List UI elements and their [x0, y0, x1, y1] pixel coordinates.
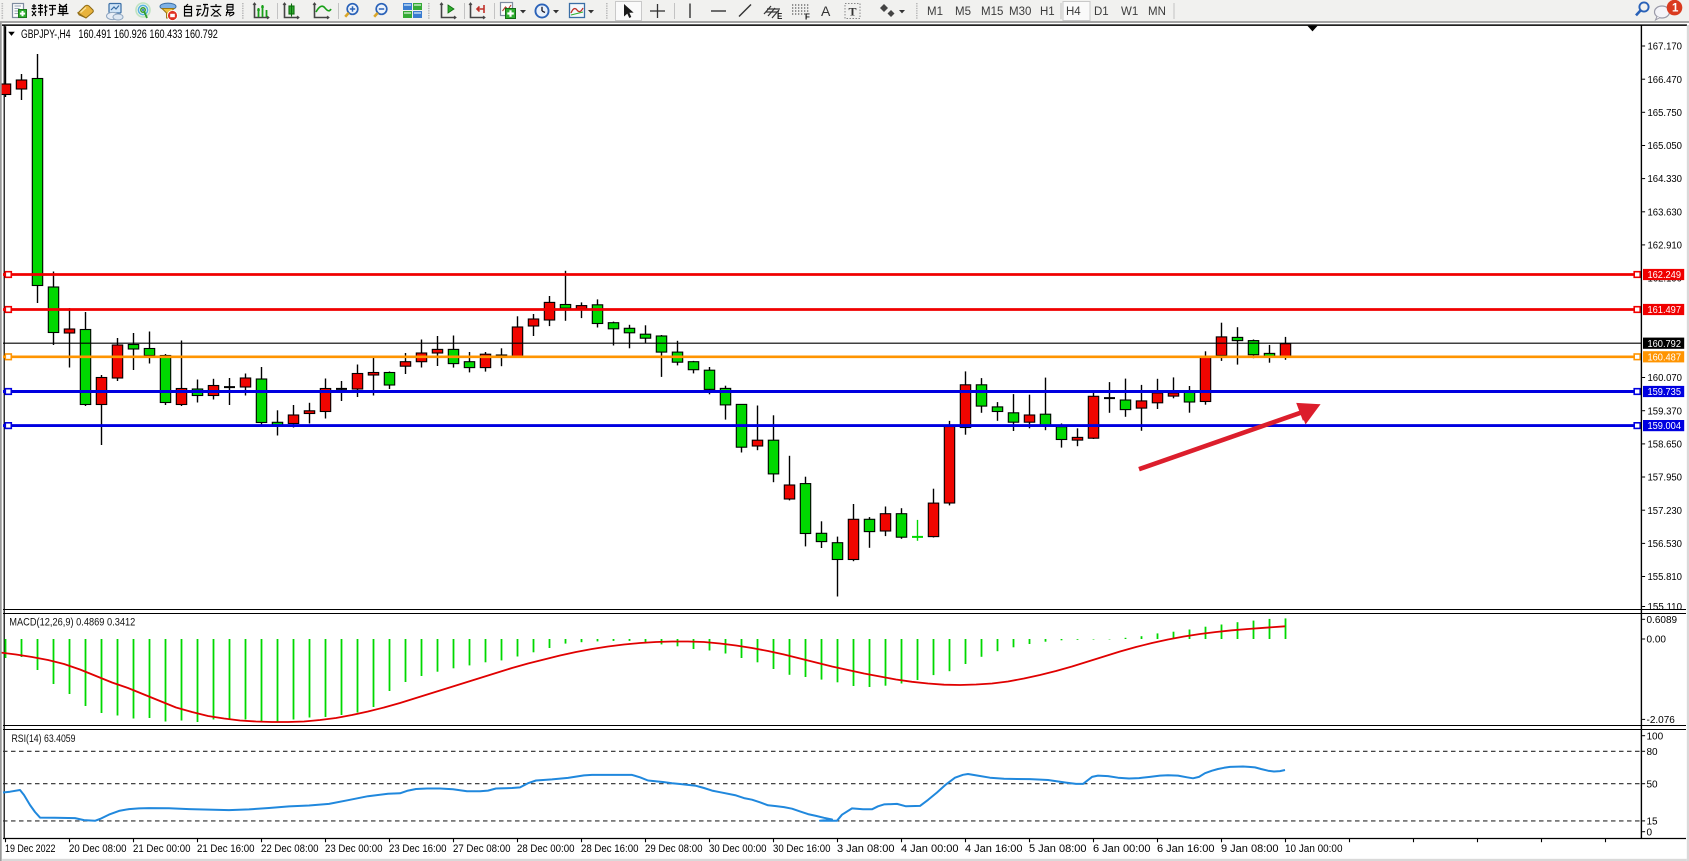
svg-text:28 Dec 16:00: 28 Dec 16:00 — [581, 843, 639, 855]
svg-text:159.735: 159.735 — [1648, 387, 1682, 398]
svg-text:162.910: 162.910 — [1648, 241, 1683, 252]
svg-text:159.004: 159.004 — [1648, 421, 1682, 432]
svg-text:0: 0 — [1647, 827, 1653, 838]
svg-text:21 Dec 00:00: 21 Dec 00:00 — [133, 843, 191, 855]
svg-text:162.249: 162.249 — [1648, 270, 1682, 281]
svg-text:22 Dec 08:00: 22 Dec 08:00 — [261, 843, 319, 855]
svg-text:166.470: 166.470 — [1648, 75, 1683, 86]
svg-text:3 Jan 08:00: 3 Jan 08:00 — [837, 843, 895, 855]
svg-text:4 Jan 00:00: 4 Jan 00:00 — [901, 843, 959, 855]
svg-text:D1: D1 — [1094, 6, 1109, 18]
svg-text:163.630: 163.630 — [1648, 207, 1683, 218]
svg-text:4 Jan 16:00: 4 Jan 16:00 — [965, 843, 1023, 855]
svg-text:158.650: 158.650 — [1648, 440, 1683, 451]
svg-text:9 Jan 08:00: 9 Jan 08:00 — [1221, 843, 1279, 855]
svg-text:160.487: 160.487 — [1648, 352, 1682, 363]
svg-text:157.230: 157.230 — [1648, 506, 1683, 517]
svg-text:23 Dec 16:00: 23 Dec 16:00 — [389, 843, 447, 855]
svg-text:50: 50 — [1647, 779, 1659, 790]
svg-text:30 Dec 16:00: 30 Dec 16:00 — [773, 843, 831, 855]
svg-text:0.6089: 0.6089 — [1647, 615, 1678, 626]
svg-text:23 Dec 00:00: 23 Dec 00:00 — [325, 843, 383, 855]
svg-text:160.491 160.926 160.433 160.79: 160.491 160.926 160.433 160.792 — [78, 29, 218, 41]
svg-text:155.810: 155.810 — [1648, 572, 1683, 583]
svg-text:H4: H4 — [1066, 6, 1081, 18]
svg-text:0.00: 0.00 — [1647, 635, 1667, 646]
svg-text:E: E — [777, 12, 783, 21]
svg-text:GBPJPY-,H4: GBPJPY-,H4 — [21, 29, 71, 41]
svg-text:21 Dec 16:00: 21 Dec 16:00 — [197, 843, 255, 855]
svg-text:155.110: 155.110 — [1648, 602, 1683, 613]
svg-text:1: 1 — [1672, 3, 1679, 15]
svg-text:19 Dec 2022: 19 Dec 2022 — [5, 843, 56, 855]
svg-text:M30: M30 — [1009, 6, 1031, 18]
svg-text:RSI(14) 63.4059: RSI(14) 63.4059 — [12, 733, 76, 745]
svg-text:M5: M5 — [955, 6, 971, 18]
svg-text:MACD(12,26,9) 0.4869 0.3412: MACD(12,26,9) 0.4869 0.3412 — [9, 617, 135, 629]
svg-text:167.170: 167.170 — [1648, 42, 1683, 53]
svg-text:156.530: 156.530 — [1648, 539, 1683, 550]
svg-text:W1: W1 — [1121, 6, 1138, 18]
svg-text:80: 80 — [1647, 747, 1659, 758]
svg-text:20 Dec 08:00: 20 Dec 08:00 — [69, 843, 127, 855]
svg-text:157.950: 157.950 — [1648, 473, 1683, 484]
svg-text:A: A — [821, 3, 831, 19]
svg-text:M15: M15 — [981, 6, 1003, 18]
svg-text:160.792: 160.792 — [1648, 339, 1682, 350]
svg-text:161.497: 161.497 — [1648, 305, 1682, 316]
svg-text:30 Dec 00:00: 30 Dec 00:00 — [709, 843, 767, 855]
svg-text:6 Jan 16:00: 6 Jan 16:00 — [1157, 843, 1215, 855]
svg-text:29 Dec 08:00: 29 Dec 08:00 — [645, 843, 703, 855]
svg-text:H1: H1 — [1040, 6, 1055, 18]
svg-text:T: T — [849, 5, 857, 19]
svg-text:10 Jan 00:00: 10 Jan 00:00 — [1285, 843, 1343, 855]
svg-text:165.050: 165.050 — [1648, 141, 1683, 152]
svg-text:28 Dec 00:00: 28 Dec 00:00 — [517, 843, 575, 855]
svg-text:6 Jan 00:00: 6 Jan 00:00 — [1093, 843, 1151, 855]
svg-text:159.370: 159.370 — [1648, 406, 1683, 417]
svg-text:164.330: 164.330 — [1648, 174, 1683, 185]
svg-text:MN: MN — [1148, 6, 1166, 18]
svg-text:100: 100 — [1647, 731, 1664, 742]
svg-text:160.070: 160.070 — [1648, 373, 1683, 384]
svg-text:-2.076: -2.076 — [1647, 715, 1676, 726]
svg-text:M1: M1 — [927, 6, 943, 18]
svg-text:15: 15 — [1647, 817, 1659, 828]
svg-text:27 Dec 08:00: 27 Dec 08:00 — [453, 843, 511, 855]
svg-text:5 Jan 08:00: 5 Jan 08:00 — [1029, 843, 1087, 855]
svg-text:F: F — [805, 13, 810, 22]
svg-text:165.750: 165.750 — [1648, 108, 1683, 119]
